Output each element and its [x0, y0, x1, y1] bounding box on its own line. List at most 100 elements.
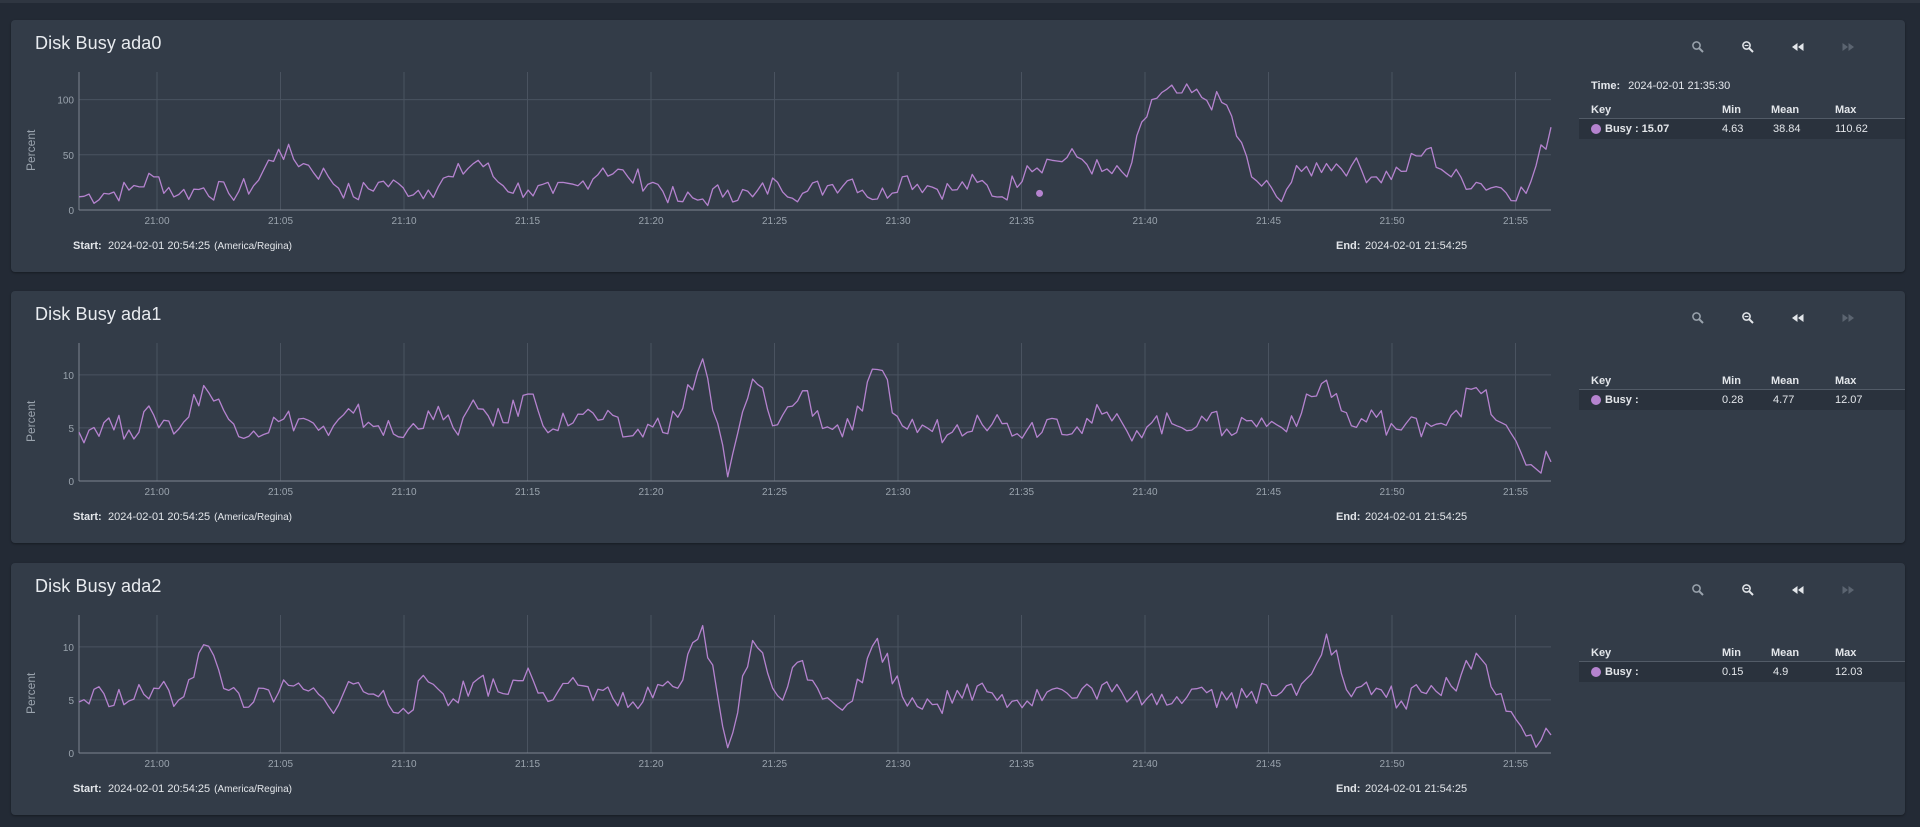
zoom-out-icon[interactable]: [1741, 40, 1763, 62]
end-value: 2024-02-01 21:54:25: [1365, 240, 1468, 252]
chart-svg[interactable]: 0 50 100 21:00 21:05 21:10 21:15 21:20 21:25 21:3…: [11, 20, 1571, 272]
legend-header-mean: Mean: [1771, 375, 1800, 387]
legend-key: Busy : 15.07: [1605, 123, 1670, 135]
x-tick-label: 21:05: [268, 487, 293, 498]
y-tick-label: 10: [63, 643, 75, 654]
legend-mean: 38.84: [1773, 123, 1801, 135]
x-tick-label: 21:55: [1503, 216, 1528, 227]
x-tick-label: 21:15: [515, 216, 540, 227]
end-value: 2024-02-01 21:54:25: [1365, 783, 1468, 795]
x-tick-label: 21:40: [1132, 487, 1157, 498]
y-tick-label: 5: [68, 696, 74, 707]
legend-header-max: Max: [1835, 375, 1857, 387]
start-label: Start:: [73, 240, 102, 252]
fast-forward-icon[interactable]: [1841, 40, 1863, 62]
legend-max: 110.62: [1835, 123, 1868, 135]
x-tick-label: 21:30: [885, 759, 910, 770]
panel-title: Disk Busy ada1: [35, 304, 162, 324]
legend-max: 12.03: [1835, 666, 1863, 678]
x-tick-label: 21:45: [1256, 759, 1281, 770]
chart-legend: Key Min Mean Max Busy : 0.15 4.9 12.03: [1579, 563, 1905, 815]
x-tick-label: 21:10: [391, 759, 416, 770]
zoom-out-icon[interactable]: [1741, 311, 1763, 333]
panel-title: Disk Busy ada2: [35, 576, 162, 596]
legend-header: Key Min Mean Max: [1579, 371, 1905, 390]
x-tick-label: 21:55: [1503, 759, 1528, 770]
legend-min: 0.28: [1722, 394, 1744, 406]
zoom-in-icon[interactable]: [1691, 40, 1713, 62]
chart-toolbar: [1691, 583, 1881, 605]
end-label: End:: [1336, 511, 1361, 523]
rewind-icon[interactable]: [1791, 583, 1813, 605]
end-value: 2024-02-01 21:54:25: [1365, 511, 1468, 523]
legend-header-min: Min: [1722, 375, 1741, 387]
x-tick-label: 21:00: [144, 759, 169, 770]
x-tick-label: 21:40: [1132, 759, 1157, 770]
start-time: 2024-02-01 20:54:25: [108, 511, 211, 523]
y-tick-label: 5: [68, 424, 74, 435]
legend-header: Key Min Mean Max: [1579, 100, 1905, 119]
start-value: 2024-02-01 20:54:25 (America/Regina): [108, 511, 292, 523]
x-tick-label: 21:10: [391, 487, 416, 498]
y-axis-label: Percent: [24, 672, 38, 714]
x-tick-label: 21:05: [268, 759, 293, 770]
x-tick-label: 21:20: [638, 216, 663, 227]
disk-busy-panel: Disk Busy ada1 0 5 10 21:00 21:05 21:10 21:15 21…: [11, 291, 1905, 543]
legend-header-min: Min: [1722, 647, 1741, 659]
legend-header-mean: Mean: [1771, 104, 1800, 116]
legend-max: 12.07: [1835, 394, 1863, 406]
legend-row-busy[interactable]: Busy : 15.07 4.63 38.84 110.62: [1579, 119, 1905, 139]
fast-forward-icon[interactable]: [1841, 583, 1863, 605]
x-tick-label: 21:50: [1379, 759, 1404, 770]
line-chart[interactable]: 0 5 10 21:00 21:05 21:10 21:15 21:20 21:25 21:30 2…: [11, 291, 1571, 543]
x-tick-label: 21:35: [1009, 487, 1034, 498]
rewind-icon[interactable]: [1791, 40, 1813, 62]
legend-key: Busy :: [1605, 394, 1639, 406]
start-time: 2024-02-01 20:54:25: [108, 240, 211, 252]
legend-mean: 4.77: [1773, 394, 1795, 406]
fast-forward-icon[interactable]: [1841, 311, 1863, 333]
zoom-in-icon[interactable]: [1691, 311, 1713, 333]
x-tick-label: 21:30: [885, 216, 910, 227]
x-tick-label: 21:05: [268, 216, 293, 227]
chart-toolbar: [1691, 40, 1881, 62]
start-time: 2024-02-01 20:54:25: [108, 783, 211, 795]
hover-marker: [1036, 189, 1044, 197]
x-tick-label: 21:00: [144, 487, 169, 498]
legend-time: Time: 2024-02-01 21:35:30: [1591, 80, 1730, 92]
x-tick-label: 21:40: [1132, 216, 1157, 227]
y-tick-label: 0: [68, 477, 74, 488]
zoom-in-icon[interactable]: [1691, 583, 1713, 605]
legend-header-key: Key: [1591, 375, 1612, 387]
line-chart[interactable]: 0 50 100 21:00 21:05 21:10 21:15 21:20 21:25 21:3…: [11, 20, 1571, 272]
series-line-busy[interactable]: [78, 83, 1552, 207]
zoom-out-icon[interactable]: [1741, 583, 1763, 605]
legend-mean: 4.9: [1773, 666, 1789, 678]
x-tick-label: 21:20: [638, 487, 663, 498]
y-tick-label: 0: [68, 206, 74, 217]
series-line-busy[interactable]: [78, 358, 1552, 478]
series-line-busy[interactable]: [78, 624, 1552, 749]
legend-row-busy[interactable]: Busy : 0.15 4.9 12.03: [1579, 662, 1905, 682]
rewind-icon[interactable]: [1791, 311, 1813, 333]
x-tick-label: 21:50: [1379, 487, 1404, 498]
start-label: Start:: [73, 783, 102, 795]
legend-header-max: Max: [1835, 647, 1857, 659]
top-border: [0, 0, 1920, 3]
line-chart[interactable]: 0 5 10 21:00 21:05 21:10 21:15 21:20 21:25 21:30 2…: [11, 563, 1571, 815]
series-color-dot: [1591, 124, 1601, 134]
chart-svg[interactable]: 0 5 10 21:00 21:05 21:10 21:15 21:20 21:25 21:30 2…: [11, 563, 1571, 815]
x-tick-label: 21:10: [391, 216, 416, 227]
x-tick-label: 21:25: [762, 487, 787, 498]
x-tick-label: 21:35: [1009, 759, 1034, 770]
disk-busy-panel: Disk Busy ada2 0 5 10 21:00 21:05 21:10 21:15 21…: [11, 563, 1905, 815]
chart-svg[interactable]: 0 5 10 21:00 21:05 21:10 21:15 21:20 21:25 21:30 2…: [11, 291, 1571, 543]
start-timezone: (America/Regina): [214, 512, 292, 523]
x-tick-label: 21:20: [638, 759, 663, 770]
series-color-dot: [1591, 667, 1601, 677]
panel-title: Disk Busy ada0: [35, 33, 162, 53]
chart-toolbar: [1691, 311, 1881, 333]
legend-time-label: Time:: [1591, 80, 1621, 92]
y-axis-label: Percent: [24, 400, 38, 442]
legend-row-busy[interactable]: Busy : 0.28 4.77 12.07: [1579, 390, 1905, 410]
